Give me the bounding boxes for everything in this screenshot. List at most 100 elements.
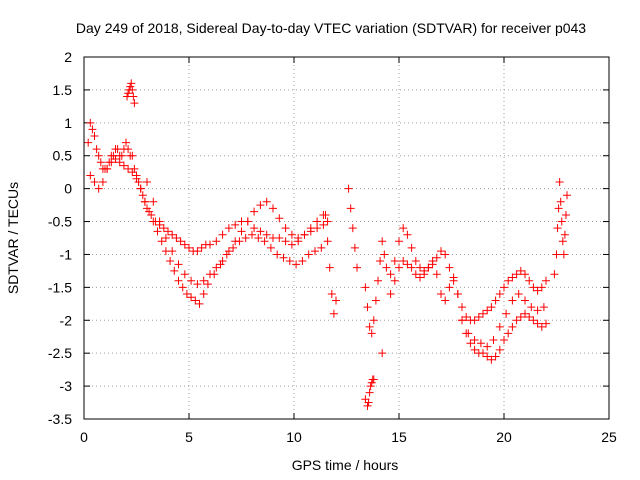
data-point	[128, 85, 137, 94]
data-point	[216, 260, 225, 269]
data-point	[300, 230, 309, 239]
data-point	[224, 247, 233, 256]
data-point	[241, 234, 250, 242]
y-tick-label: -2	[60, 312, 73, 328]
data-point	[140, 197, 149, 206]
data-point	[504, 329, 513, 338]
data-point	[237, 227, 246, 236]
data-point	[374, 276, 382, 285]
data-point	[416, 273, 424, 282]
data-point	[560, 230, 569, 239]
data-point	[399, 224, 408, 233]
data-point	[250, 224, 259, 233]
data-point	[537, 322, 546, 331]
data-point	[542, 276, 550, 285]
data-point	[378, 349, 387, 358]
data-point	[529, 283, 538, 292]
data-point	[550, 270, 559, 279]
data-point	[445, 283, 454, 292]
data-point	[298, 257, 307, 266]
data-point	[395, 237, 403, 246]
data-point	[516, 312, 525, 321]
data-point	[470, 316, 479, 325]
data-point	[561, 210, 570, 219]
data-point	[432, 270, 441, 279]
data-point	[103, 164, 112, 173]
data-point	[90, 178, 99, 187]
y-tick-label: 1.5	[53, 82, 73, 98]
data-point	[395, 263, 403, 272]
data-point	[462, 312, 471, 321]
data-point	[376, 257, 385, 266]
data-point	[432, 253, 441, 262]
data-point	[458, 316, 466, 325]
tick-labels: 0 5 10 15 20 25 2 1.5 1 0.5 0 -0.5 -1 -1.5 -2 -2.5 -3 -3.…	[48, 49, 617, 445]
data-point	[563, 191, 571, 200]
data-point	[275, 234, 284, 242]
data-point	[136, 184, 145, 193]
data-point	[553, 224, 562, 233]
data-point	[424, 263, 433, 272]
data-point	[313, 217, 322, 226]
data-point	[129, 92, 138, 101]
data-point	[325, 263, 334, 272]
data-point	[487, 355, 496, 364]
data-point	[197, 243, 206, 252]
chart-title: Day 249 of 2018, Sidereal Day-to-day VTE…	[76, 20, 586, 36]
data-point	[437, 289, 445, 298]
x-tick-label: 25	[601, 429, 617, 445]
data-point	[470, 336, 479, 345]
data-point	[117, 151, 126, 160]
data-point	[453, 289, 462, 298]
data-point	[287, 240, 296, 249]
y-tick-label: -0.5	[48, 214, 72, 230]
data-point	[180, 270, 189, 279]
data-point	[476, 339, 485, 348]
data-point	[508, 273, 517, 282]
data-point	[143, 204, 151, 213]
data-point	[363, 303, 372, 312]
data-point	[86, 118, 95, 127]
data-point	[174, 260, 183, 269]
y-tick-label: -2.5	[48, 345, 72, 361]
data-point	[185, 243, 193, 252]
data-point	[382, 263, 391, 272]
data-point	[323, 217, 332, 226]
y-tick-label: -3.5	[48, 411, 72, 427]
data-point	[489, 336, 498, 345]
data-point	[441, 250, 450, 259]
data-point	[231, 220, 240, 229]
data-point	[164, 227, 172, 236]
data-point	[206, 270, 214, 279]
data-point	[319, 220, 328, 229]
data-point	[464, 329, 473, 338]
y-tick-label: 2	[64, 49, 72, 65]
data-point	[168, 247, 177, 256]
data-point	[458, 303, 466, 312]
series-branch-2	[86, 155, 326, 308]
data-point	[367, 329, 376, 338]
data-point	[533, 319, 542, 328]
data-point	[168, 230, 177, 239]
data-point	[555, 178, 564, 187]
data-point	[166, 257, 175, 266]
data-point	[281, 237, 290, 246]
data-point	[94, 184, 103, 193]
data-point	[386, 270, 395, 279]
x-axis-label: GPS time / hours	[292, 457, 399, 473]
data-point	[483, 352, 492, 361]
data-point	[178, 283, 187, 292]
data-point	[292, 260, 301, 269]
data-point	[96, 158, 105, 167]
data-point	[266, 243, 275, 252]
data-point	[111, 155, 120, 164]
data-point	[127, 79, 136, 88]
y-tick-label: -1	[60, 246, 73, 262]
series-cluster-11-14	[321, 184, 391, 338]
data-point	[199, 276, 208, 285]
data-point	[191, 296, 200, 305]
data-point	[94, 151, 103, 160]
data-point	[525, 276, 534, 285]
data-point	[92, 145, 101, 154]
data-point	[119, 161, 128, 170]
